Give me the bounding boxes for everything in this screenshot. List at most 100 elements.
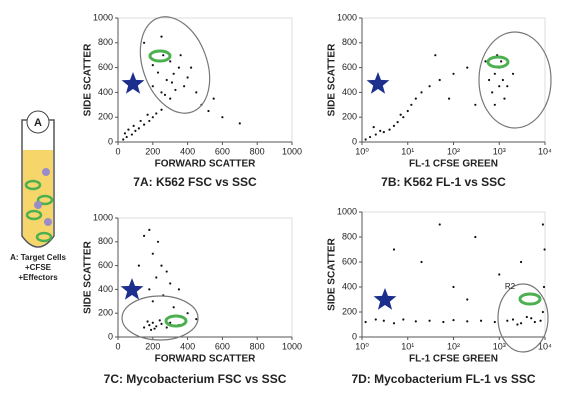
- event-point: [382, 130, 385, 134]
- event-point: [498, 85, 501, 88]
- event-point: [493, 103, 496, 106]
- event-point: [165, 78, 168, 82]
- event-point: [530, 317, 533, 320]
- x-tick-label: 1000: [282, 146, 302, 156]
- x-tick-label: 0: [115, 146, 120, 156]
- event-point: [160, 264, 163, 267]
- event-point: [183, 85, 186, 88]
- event-point: [151, 64, 154, 67]
- event-point: [195, 318, 198, 321]
- y-tick-label: 800: [342, 37, 357, 47]
- y-tick-label: 200: [342, 306, 357, 316]
- event-point: [162, 54, 165, 57]
- y-tick-label: 0: [352, 136, 357, 146]
- event-point: [368, 135, 372, 139]
- scatter-panel: 0 200 400 600 800 1000 0 200 400 600 800 1000 FORWAR…: [83, 212, 302, 386]
- target-cell-icon: [148, 49, 172, 63]
- event-point: [364, 138, 367, 141]
- event-point: [177, 66, 180, 69]
- event-point: [541, 310, 545, 314]
- event-point: [498, 273, 501, 276]
- y-tick-label: 600: [98, 260, 113, 270]
- y-tick-label: 800: [98, 236, 113, 246]
- event-point: [143, 123, 146, 126]
- x-tick-label: 10¹: [401, 341, 414, 351]
- event-point: [189, 66, 193, 69]
- event-point: [374, 133, 377, 136]
- event-point: [410, 103, 413, 106]
- event-point: [151, 116, 154, 119]
- x-tick-label: 10²: [447, 146, 460, 156]
- effector: [42, 168, 50, 176]
- gate: [478, 31, 552, 129]
- event-point: [414, 320, 417, 323]
- event-point: [172, 72, 175, 75]
- tube-cap: [26, 110, 50, 134]
- y-tick-label: 1000: [93, 212, 113, 222]
- event-point: [382, 319, 385, 322]
- event-point: [155, 276, 158, 279]
- event-point: [488, 78, 491, 82]
- x-axis-label: FL-1 CFSE GREEN: [409, 159, 498, 170]
- panel-caption: 7C: Mycobacterium FSC vs SSC: [104, 372, 287, 386]
- event-point: [160, 322, 163, 326]
- effector-star: [373, 288, 397, 310]
- tube-caption: A: Target Cells: [10, 253, 66, 262]
- gate: [121, 295, 199, 341]
- y-tick-label: 200: [98, 112, 113, 122]
- event-point: [155, 325, 158, 328]
- gate: [139, 16, 211, 114]
- x-tick-label: 10⁰: [355, 341, 369, 351]
- event-point: [148, 288, 151, 291]
- event-point: [402, 116, 405, 119]
- x-tick-label: 600: [215, 341, 230, 351]
- event-point: [533, 320, 536, 324]
- panel-caption: 7A: K562 FSC vs SSC: [133, 175, 257, 189]
- event-point: [452, 72, 455, 75]
- x-tick-label: 10³: [493, 341, 506, 351]
- x-tick-label: 400: [180, 146, 195, 156]
- y-axis-label: SIDE SCATTER: [327, 237, 338, 310]
- event-point: [428, 85, 431, 88]
- event-point: [392, 248, 396, 251]
- event-point: [434, 54, 437, 57]
- event-point: [452, 319, 455, 322]
- event-point: [484, 60, 487, 63]
- event-point: [186, 76, 189, 79]
- event-point: [151, 252, 154, 255]
- event-point: [195, 91, 198, 94]
- event-point: [125, 135, 128, 139]
- event-point: [149, 328, 153, 331]
- event-point: [506, 319, 509, 322]
- event-point: [516, 323, 519, 326]
- gate-label: R2: [505, 282, 516, 291]
- event-point: [155, 112, 158, 115]
- x-tick-label: 10⁴: [538, 146, 552, 156]
- x-tick-label: 10³: [493, 146, 506, 156]
- event-point: [447, 97, 451, 100]
- event-point: [372, 126, 375, 129]
- event-point: [174, 88, 177, 92]
- event-point: [143, 234, 146, 237]
- event-point: [221, 116, 224, 119]
- event-point: [156, 71, 160, 74]
- event-point: [130, 133, 134, 136]
- x-axis-label: FORWARD SCATTER: [155, 159, 257, 170]
- y-tick-label: 0: [108, 136, 113, 146]
- effector: [44, 218, 52, 226]
- event-point: [402, 318, 405, 321]
- event-point: [238, 122, 241, 125]
- event-point: [179, 54, 182, 57]
- event-point: [151, 85, 154, 88]
- event-point: [127, 128, 130, 131]
- effector-star: [120, 278, 144, 300]
- panel-caption: 7D: Mycobacterium FL-1 vs SSC: [351, 372, 535, 386]
- x-tick-label: 400: [180, 341, 195, 351]
- event-point: [414, 97, 417, 100]
- event-point: [525, 315, 528, 319]
- event-point: [148, 119, 151, 123]
- y-tick-label: 200: [342, 112, 357, 122]
- x-tick-label: 10⁴: [538, 341, 552, 351]
- y-tick-label: 200: [98, 308, 113, 318]
